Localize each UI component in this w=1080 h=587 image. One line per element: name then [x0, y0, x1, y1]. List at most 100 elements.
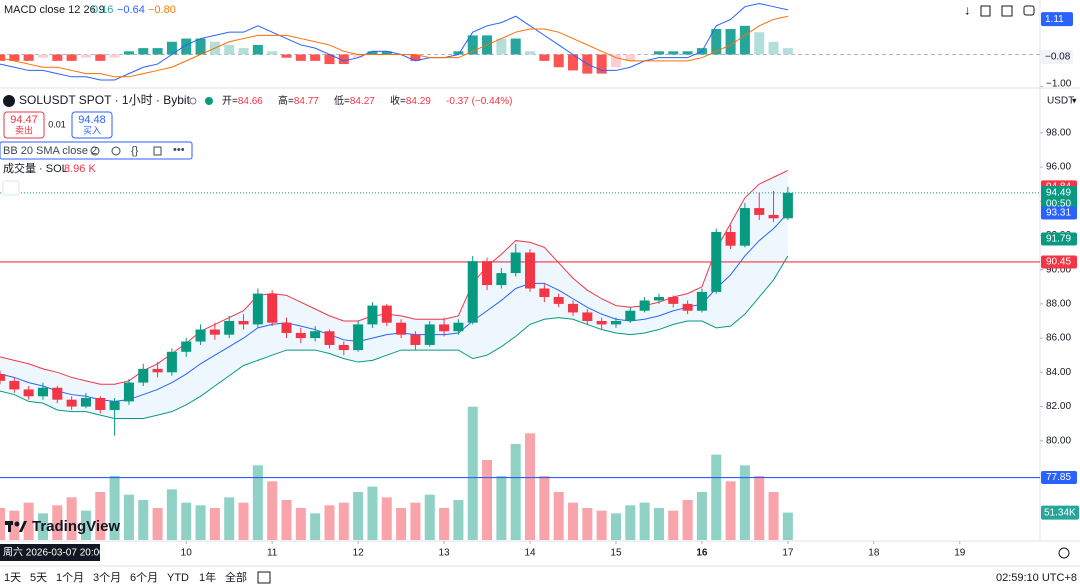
icon-maximize[interactable]: [1023, 5, 1035, 16]
price-badge: [1041, 206, 1077, 220]
volume-bar: [439, 508, 450, 540]
price-badge-label: 91.79: [1046, 234, 1071, 245]
price-tick-label: 96.00: [1046, 162, 1071, 173]
candle-body: [525, 252, 536, 289]
range-button[interactable]: 3个月: [93, 571, 121, 584]
sell-button[interactable]: [3, 111, 45, 139]
volume-bar: [467, 406, 478, 540]
candle-body: [439, 324, 450, 332]
candle-body: [367, 305, 378, 325]
volume-bar: [610, 513, 621, 540]
range-button[interactable]: 全部: [225, 570, 247, 584]
candle-body: [768, 214, 779, 219]
ohlc-label: 收=: [390, 94, 406, 107]
pane-icons[interactable]: ↓: [964, 2, 1035, 17]
range-button[interactable]: 1年: [199, 570, 216, 584]
volume-bar: [224, 497, 235, 540]
volume-badge-label: 51.34K: [1044, 507, 1076, 518]
price-badge-label: 90.45: [1046, 257, 1071, 268]
logo-mark: [19, 521, 27, 532]
ohlc-item: 收=84.29: [390, 94, 431, 107]
symbol-title[interactable]: SOLUSDT SPOT · 1小时 · Bybit: [19, 93, 191, 107]
icon-settings[interactable]: [1001, 5, 1013, 17]
price-tick-label: 88.00: [1046, 299, 1071, 310]
range-button[interactable]: 1个月: [56, 571, 84, 584]
sell-label[interactable]: 卖出: [15, 124, 33, 135]
range-button[interactable]: 6个月: [130, 571, 158, 584]
volume-bar: [653, 508, 664, 540]
candle-body: [23, 389, 34, 397]
bb-eye-icon[interactable]: [90, 146, 100, 156]
currency-caret[interactable]: ▾: [1072, 95, 1077, 105]
volume-legend-value: 8.96 K: [64, 163, 96, 175]
calendar-icon[interactable]: [257, 571, 271, 584]
volume-bar: [181, 502, 192, 540]
candle-body: [267, 293, 278, 323]
icon-down[interactable]: ↓: [964, 2, 971, 17]
macd-histogram: [80, 54, 91, 58]
buy-price[interactable]: 94.48: [78, 114, 106, 126]
settings-icon[interactable]: [1058, 547, 1070, 559]
buy-button[interactable]: [71, 111, 113, 139]
volume-bar: [123, 494, 134, 540]
candle-body: [711, 232, 722, 292]
macd-histogram: [353, 54, 364, 58]
candle-body: [410, 334, 421, 345]
eye-icon[interactable]: [189, 97, 197, 105]
range-button[interactable]: YTD: [167, 572, 189, 584]
ohlc-label: 高=: [278, 94, 294, 107]
candle-body: [668, 297, 679, 304]
range-button[interactable]: 5天: [30, 572, 47, 584]
bb-legend[interactable]: BB 20 SMA close 2: [3, 145, 97, 157]
spread: 0.01: [48, 119, 66, 129]
volume-bar: [138, 500, 149, 540]
candle-body: [252, 293, 263, 325]
ohlc-item: 开=84.66: [222, 96, 263, 107]
macd-histogram: [166, 41, 177, 55]
volume-bar: [381, 497, 392, 540]
volume-bar: [410, 502, 421, 540]
macd-histogram: [768, 41, 779, 55]
buy-label[interactable]: 买入: [83, 125, 101, 135]
candle-body: [453, 322, 464, 332]
candle-body: [553, 297, 564, 304]
currency[interactable]: USDT: [1047, 96, 1074, 107]
price-badge-label: 77.85: [1046, 472, 1071, 483]
bb-source-icon[interactable]: {}: [131, 145, 139, 157]
tv-logo: TradingView: [5, 518, 120, 535]
candle-body: [739, 208, 750, 246]
icon-trash[interactable]: [980, 5, 991, 17]
candle-body: [295, 332, 306, 339]
ohlc-value: -0.37 (−0.44%): [446, 96, 512, 107]
macd-histogram: [252, 44, 263, 55]
range-toolbar: 1天 5天 1个月 3个月 6个月 YTD 1年 全部: [4, 570, 247, 584]
candle-body: [567, 303, 579, 313]
volume-bar: [696, 492, 707, 540]
sell-price[interactable]: 94.47: [10, 114, 38, 126]
macd-histogram: [668, 51, 679, 55]
macd-histogram: [782, 48, 793, 55]
candle-body: [152, 368, 163, 373]
collapse-button[interactable]: [2, 180, 20, 196]
volume-bar: [582, 508, 593, 540]
range-button[interactable]: 1天: [4, 572, 21, 584]
crosshair-time: 周六 2026-03-07 20:00: [3, 547, 105, 559]
volume-badge: [1041, 505, 1079, 520]
candle-body: [310, 331, 321, 339]
volume-bar: [367, 486, 378, 540]
candle-body: [782, 192, 793, 219]
volume-bar: [496, 476, 507, 540]
bb-more-icon[interactable]: •••: [173, 144, 185, 156]
bb-delete-icon[interactable]: [153, 146, 162, 156]
bb-legend-box[interactable]: [0, 141, 193, 160]
volume-bar: [567, 502, 579, 540]
bb-settings-icon[interactable]: [111, 146, 121, 156]
ohlc-value: 84.66: [238, 96, 263, 107]
volume-bar: [109, 476, 120, 540]
candle-body: [610, 320, 621, 325]
candle-body: [181, 341, 192, 352]
candle-body: [138, 368, 149, 383]
bb-upper: [0, 169, 789, 385]
macd-histogram: [410, 54, 421, 61]
volume-bar: [0, 508, 6, 540]
